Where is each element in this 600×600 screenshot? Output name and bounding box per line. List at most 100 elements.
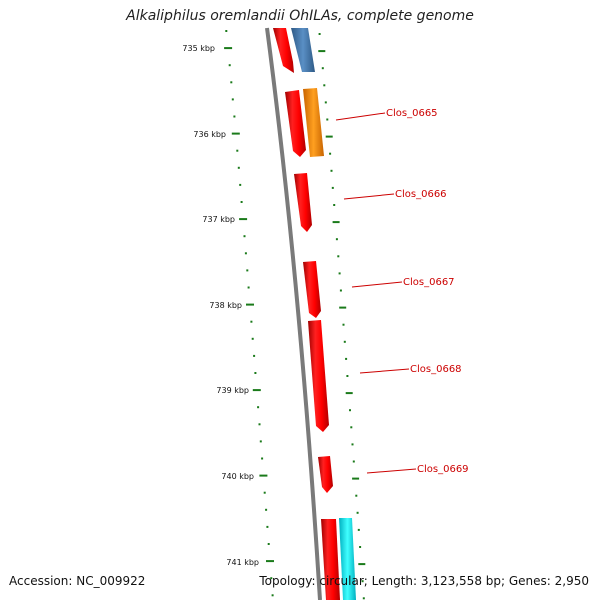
scale-tick <box>237 166 240 169</box>
scale-tick <box>252 389 261 392</box>
gene-arrow[interactable] <box>285 90 306 157</box>
scale-tick <box>352 477 360 480</box>
scale-tick <box>349 409 351 412</box>
gene-arrow[interactable] <box>308 320 329 432</box>
gene-label[interactable]: Clos_0667 <box>403 277 455 288</box>
scale-tick <box>339 289 342 292</box>
scale-tick <box>325 135 333 138</box>
scale-tick <box>259 474 268 477</box>
scale-tick <box>228 64 231 67</box>
accession-text: Accession: NC_009922 <box>9 574 146 588</box>
scale-tick <box>323 84 326 87</box>
genome-backbone <box>265 27 322 600</box>
scale-tick <box>318 33 321 35</box>
scale-tick <box>244 252 247 255</box>
scale-tick <box>343 340 346 343</box>
gene-arrow[interactable] <box>321 519 340 600</box>
kbp-label: 736 kbp <box>193 130 226 139</box>
scale-tick <box>333 204 336 206</box>
scale-tick <box>233 115 236 118</box>
scale-tick <box>250 320 253 323</box>
scale-tick <box>359 546 362 548</box>
gene-label[interactable]: Clos_0668 <box>410 364 462 375</box>
scale-tick <box>265 508 268 511</box>
scale-tick <box>329 152 332 155</box>
gene-label[interactable]: Clos_0665 <box>386 108 438 119</box>
scale-tick <box>350 426 353 429</box>
scale-tick <box>266 560 274 563</box>
scale-tick <box>324 101 327 104</box>
gene-label[interactable]: Clos_0669 <box>417 464 469 475</box>
scale-tick <box>357 528 360 531</box>
scale-tick <box>330 169 333 172</box>
scale-tick <box>257 406 260 409</box>
scale-tick <box>253 354 256 357</box>
scale-tick <box>270 577 273 580</box>
scale-tick <box>345 392 353 395</box>
scale-tick <box>318 50 326 53</box>
scale-tick <box>337 255 340 258</box>
gene-arrow[interactable] <box>291 28 315 72</box>
scale-tick <box>231 98 234 101</box>
gene-leader-line <box>366 468 417 474</box>
scale-tick <box>271 594 274 597</box>
scale-tick <box>351 443 354 446</box>
scale-tick <box>247 286 250 289</box>
topology-text: Topology: circular; Length: 3,123,558 bp… <box>259 574 589 588</box>
scale-tick <box>345 357 348 360</box>
scale-tick <box>239 183 242 186</box>
gene-arrow[interactable] <box>303 261 321 318</box>
kbp-label: 741 kbp <box>226 558 259 567</box>
gene-arrow[interactable] <box>303 88 324 157</box>
scale-tick <box>355 494 358 497</box>
gene-arrow[interactable] <box>318 456 333 493</box>
scale-tick <box>338 272 341 275</box>
kbp-label: 739 kbp <box>216 386 249 395</box>
scale-tick <box>258 423 261 426</box>
scale-tick <box>246 303 254 306</box>
scale-tick <box>225 30 228 32</box>
scale-tick <box>266 525 269 528</box>
scale-ticks <box>224 30 366 600</box>
scale-tick <box>326 118 329 121</box>
scale-tick <box>362 597 365 600</box>
kbp-label: 737 kbp <box>202 215 235 224</box>
scale-tick <box>254 372 257 374</box>
scale-tick <box>224 47 233 50</box>
gene-arrow[interactable] <box>273 28 294 73</box>
scale-tick <box>356 511 359 514</box>
scale-tick <box>251 337 254 340</box>
gene-arrow[interactable] <box>294 173 312 232</box>
scale-tick <box>335 238 338 241</box>
map-title: Alkaliphilus oremlandii OhILAs, complete… <box>126 8 474 24</box>
scale-tick <box>342 323 345 326</box>
scale-tick <box>259 440 262 443</box>
scale-tick <box>231 132 240 135</box>
scale-tick <box>230 81 233 84</box>
scale-tick <box>321 67 324 70</box>
gene-leader-line <box>359 368 410 374</box>
gene-leader-line <box>351 281 403 288</box>
scale-tick <box>358 563 366 566</box>
kbp-label: 735 kbp <box>182 44 215 53</box>
scale-tick <box>332 221 340 224</box>
scale-tick <box>352 460 355 463</box>
scale-tick <box>240 201 243 203</box>
scale-tick <box>243 235 246 238</box>
gene-label[interactable]: Clos_0666 <box>395 189 447 200</box>
scale-tick <box>331 186 334 189</box>
scale-tick <box>236 149 239 152</box>
scale-tick <box>261 457 264 460</box>
scale-tick <box>246 269 249 272</box>
scale-tick <box>239 218 248 221</box>
scale-tick <box>346 375 349 377</box>
gene-leader-line <box>343 193 395 200</box>
scale-tick <box>339 306 347 309</box>
scale-tick <box>267 543 270 545</box>
gene-leader-line <box>335 112 386 121</box>
scale-tick <box>361 580 364 583</box>
kbp-label: 738 kbp <box>209 301 242 310</box>
gene-arrow[interactable] <box>339 518 356 600</box>
kbp-label: 740 kbp <box>221 472 254 481</box>
